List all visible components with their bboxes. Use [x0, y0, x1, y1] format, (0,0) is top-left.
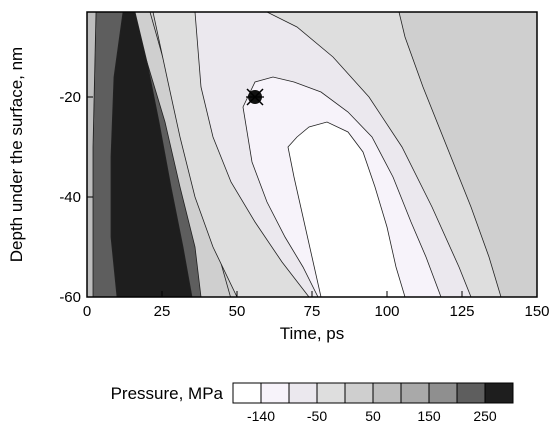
- x-tick-label: 50: [229, 303, 246, 320]
- colorbar-swatch-9: [456, 382, 486, 404]
- x-tick-label: 150: [524, 303, 549, 320]
- colorbar-legend: Pressure, MPa -140 -50 50 150 250: [111, 382, 514, 424]
- colorbar-tick-label: -50: [307, 408, 327, 424]
- colorbar-swatch-7: [400, 382, 430, 404]
- data-marker: [246, 88, 264, 106]
- tension-core-overlay: [287, 121, 406, 297]
- colorbar-title: Pressure, MPa: [111, 384, 224, 403]
- colorbar-swatch-6: [372, 382, 402, 404]
- colorbar-tick-label: 150: [417, 408, 441, 424]
- axis-ticks: 0 25 50 75 100 125 150 -20 -40 -60: [59, 89, 549, 320]
- colorbar-swatch-3: [288, 382, 318, 404]
- colorbar-swatch-5: [344, 382, 374, 404]
- x-tick-label: 125: [449, 303, 474, 320]
- colorbar-swatch-2: [260, 382, 290, 404]
- x-tick-label: 100: [374, 303, 399, 320]
- y-tick-label: -20: [59, 89, 81, 106]
- x-tick-label: 25: [154, 303, 171, 320]
- y-axis-title: Depth under the surface, nm: [7, 47, 26, 262]
- colorbar-swatch-8: [428, 382, 458, 404]
- colorbar-tick-label: 50: [365, 408, 381, 424]
- colorbar-tick-label: 250: [473, 408, 497, 424]
- contour-regions: [87, 12, 537, 297]
- x-tick-label: 75: [304, 303, 321, 320]
- x-tick-label: 0: [83, 303, 91, 320]
- compression-front-region: [110, 12, 193, 297]
- colorbar-swatch-4: [316, 382, 346, 404]
- colorbar-swatch-10: [484, 382, 514, 404]
- y-tick-label: -60: [59, 289, 81, 306]
- colorbar-tick-label: -140: [247, 408, 275, 424]
- colorbar-swatch-1: [232, 382, 262, 404]
- y-tick-label: -40: [59, 189, 81, 206]
- left-edge-band: [87, 12, 97, 297]
- x-axis-title: Time, ps: [280, 324, 345, 343]
